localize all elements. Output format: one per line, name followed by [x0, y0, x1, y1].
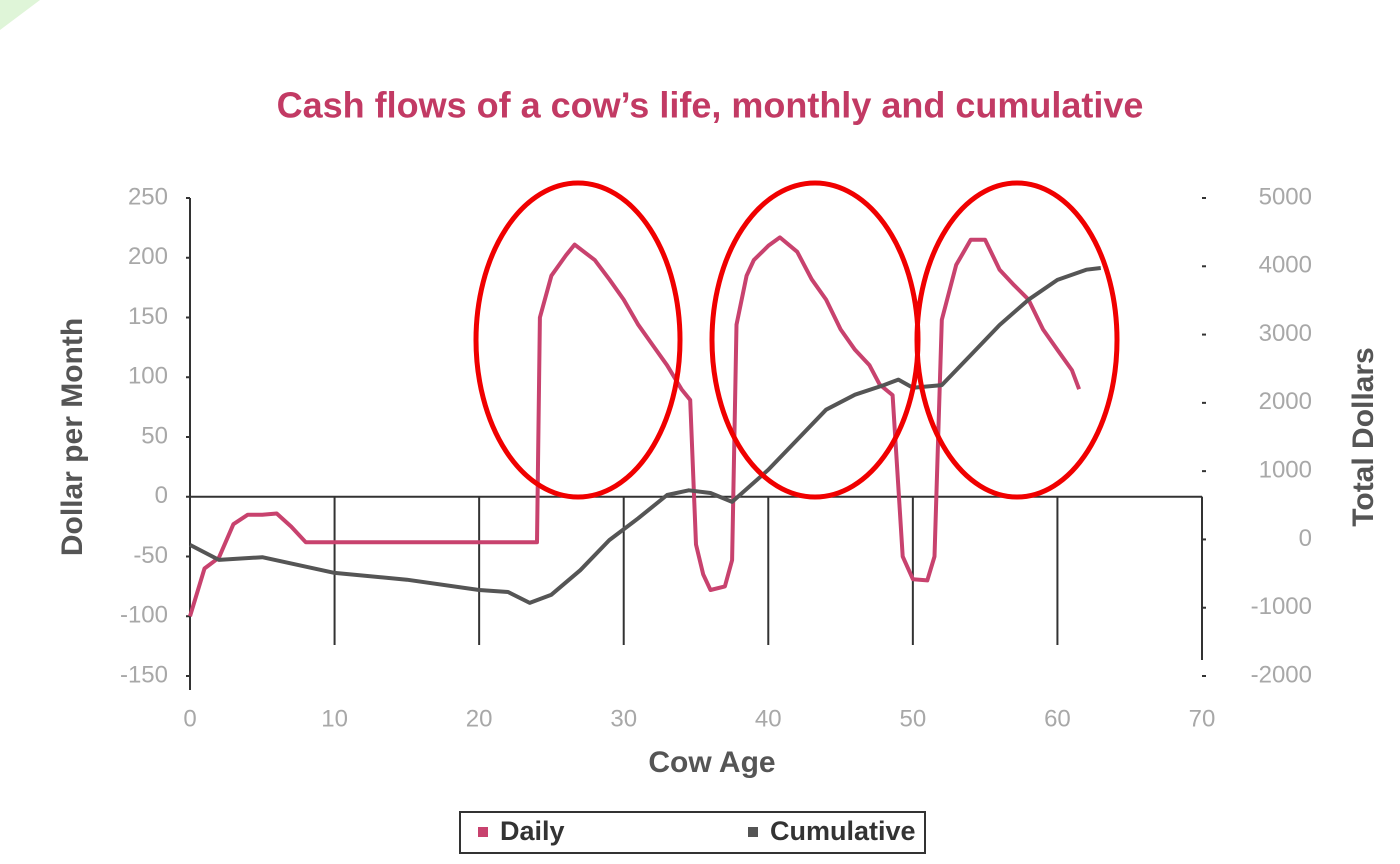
- highlight-ellipse: [709, 180, 921, 500]
- y2-tick-label: 5000: [1259, 183, 1312, 210]
- y2-tick-label: 2000: [1259, 388, 1312, 415]
- y2-tick-label: 3000: [1259, 320, 1312, 347]
- chart-title: Cash flows of a cow’s life, monthly and …: [277, 85, 1144, 126]
- y-tick-label: 50: [141, 422, 168, 449]
- y2-axis-label: Total Dollars: [1347, 347, 1380, 526]
- legend-label: Cumulative: [770, 816, 916, 846]
- y2-tick-label: 1000: [1259, 456, 1312, 483]
- series-line: [188, 235, 1081, 617]
- legend-swatch: [748, 827, 758, 837]
- y-tick-label: -100: [120, 602, 168, 629]
- legend-swatch: [478, 827, 488, 837]
- y-tick-label: 100: [128, 363, 168, 390]
- y-tick-label: 250: [128, 183, 168, 210]
- x-tick-label: 30: [610, 705, 637, 732]
- y-axis-label: Dollar per Month: [56, 318, 89, 556]
- y-tick-label: 200: [128, 243, 168, 270]
- x-tick-label: 70: [1189, 705, 1216, 732]
- highlight-ellipse: [914, 180, 1120, 500]
- y2-tick-label: -2000: [1251, 661, 1312, 688]
- x-tick-label: 50: [900, 705, 927, 732]
- y-tick-label: -150: [120, 661, 168, 688]
- legend-box: [459, 811, 926, 854]
- x-tick-label: 60: [1044, 705, 1071, 732]
- x-axis-label: Cow Age: [648, 746, 775, 779]
- y2-tick-label: -1000: [1251, 593, 1312, 620]
- y2-tick-label: 4000: [1259, 252, 1312, 279]
- annotations: [473, 180, 1120, 500]
- highlight-ellipse: [473, 180, 683, 500]
- series-line: [189, 266, 1102, 605]
- x-tick-label: 40: [755, 705, 782, 732]
- y-tick-label: -50: [133, 542, 168, 569]
- y-tick-label: 0: [155, 482, 168, 509]
- x-tick-label: 10: [321, 705, 348, 732]
- y-tick-label: 150: [128, 303, 168, 330]
- corner-decoration: [0, 0, 40, 30]
- y2-tick-label: 0: [1299, 525, 1312, 552]
- x-tick-label: 20: [466, 705, 493, 732]
- legend-label: Daily: [500, 816, 565, 846]
- x-tick-label: 0: [183, 705, 196, 732]
